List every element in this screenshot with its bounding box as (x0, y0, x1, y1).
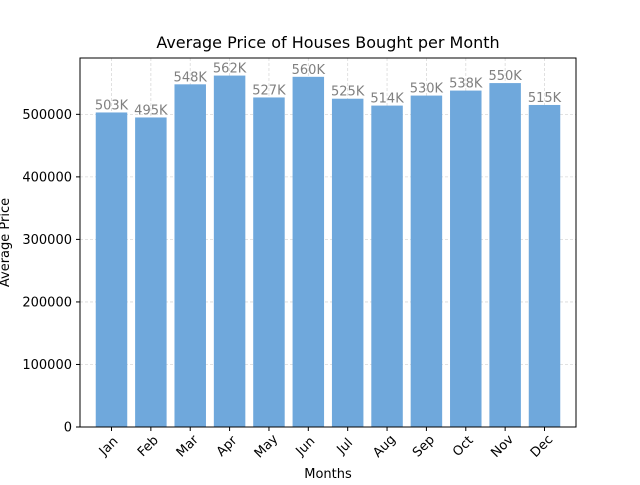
y-tick-label: 0 (64, 421, 72, 436)
data-label-nov: 550K (488, 69, 522, 84)
y-tick-label: 200000 (22, 295, 72, 310)
data-label-may: 527K (252, 83, 286, 98)
data-label-oct: 538K (449, 77, 483, 92)
bar-jan (95, 112, 128, 427)
bar-mar (174, 84, 206, 428)
data-label-feb: 495K (134, 103, 168, 118)
data-labels: 503K 495K 548K 562K 527K 560K 525K 514K 530K 538K… (95, 62, 562, 119)
bar-apr (213, 75, 246, 428)
y-tick-label: 400000 (22, 170, 72, 185)
bar-feb (135, 117, 167, 428)
y-axis-title: Average Price (0, 198, 13, 287)
data-label-dec: 515K (528, 91, 562, 106)
x-axis-title: Months (304, 467, 352, 480)
data-label-jul: 525K (331, 85, 365, 100)
y-tick-label: 500000 (22, 108, 72, 123)
bar-may (253, 97, 285, 427)
data-label-jan: 503K (95, 98, 129, 113)
bar-sep (410, 95, 443, 427)
bar-jul (331, 98, 364, 427)
plot-frame (79, 57, 577, 428)
data-label-apr: 562K (213, 62, 247, 77)
data-label-jun: 560K (292, 63, 326, 78)
bar-nov (489, 83, 521, 427)
data-label-aug: 514K (370, 92, 404, 107)
chart-title: Average Price of Houses Bought per Month (156, 33, 499, 52)
bar-oct (450, 90, 482, 428)
data-label-mar: 548K (174, 70, 208, 85)
y-axis-ticks: 0 100000 200000 300000 400000 500000 (22, 108, 80, 436)
y-tick-label: 300000 (22, 233, 72, 248)
bar-jun (292, 76, 325, 427)
bar-aug (371, 105, 403, 428)
y-tick-label: 100000 (22, 358, 72, 373)
bar-dec (528, 104, 561, 427)
bars (95, 75, 561, 428)
data-label-sep: 530K (410, 82, 444, 97)
